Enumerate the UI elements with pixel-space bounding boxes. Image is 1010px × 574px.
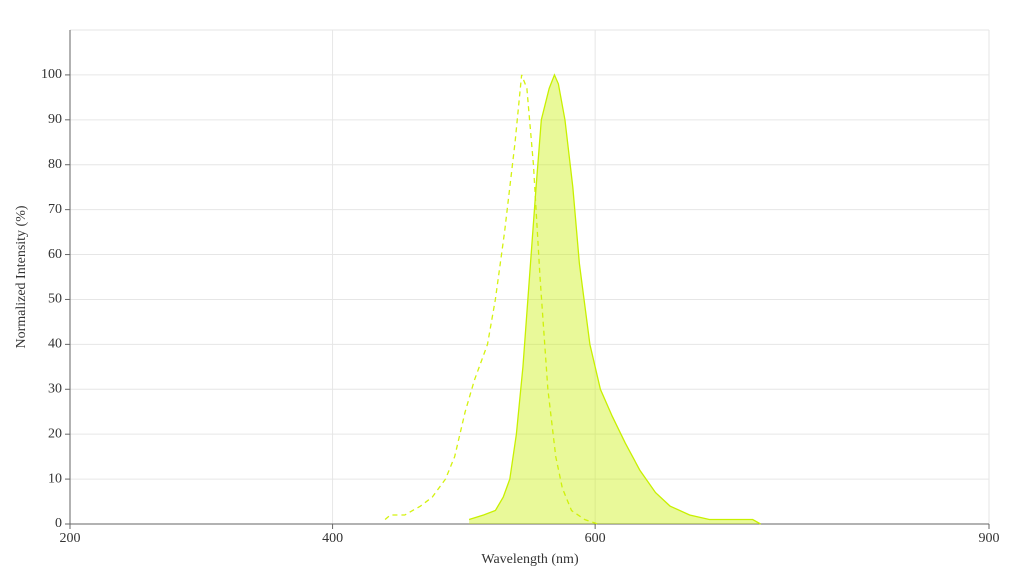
y-tick-label: 10 bbox=[48, 471, 62, 486]
y-tick-label: 100 bbox=[41, 67, 62, 82]
x-tick-label: 900 bbox=[979, 531, 1000, 546]
y-tick-label: 70 bbox=[48, 202, 62, 217]
y-tick-label: 30 bbox=[48, 381, 62, 396]
x-axis-label: Wavelength (nm) bbox=[481, 552, 579, 567]
area bbox=[469, 74, 761, 524]
y-tick-label: 80 bbox=[48, 157, 62, 172]
y-tick-label: 90 bbox=[48, 112, 62, 127]
y-tick-label: 50 bbox=[48, 292, 62, 307]
y-tick-label: 40 bbox=[48, 337, 62, 352]
series-line bbox=[468, 73, 761, 525]
y-tick-label: 0 bbox=[55, 516, 62, 531]
y-tick-label: 60 bbox=[48, 247, 62, 262]
x-tick-label: 200 bbox=[60, 531, 81, 546]
y-tick-label: 20 bbox=[48, 426, 62, 441]
x-tick-label: 600 bbox=[585, 531, 606, 546]
x-tick-label: 400 bbox=[322, 531, 343, 546]
series-line bbox=[384, 74, 598, 525]
y-axis-label: Normalized Intensity (%) bbox=[14, 205, 29, 348]
